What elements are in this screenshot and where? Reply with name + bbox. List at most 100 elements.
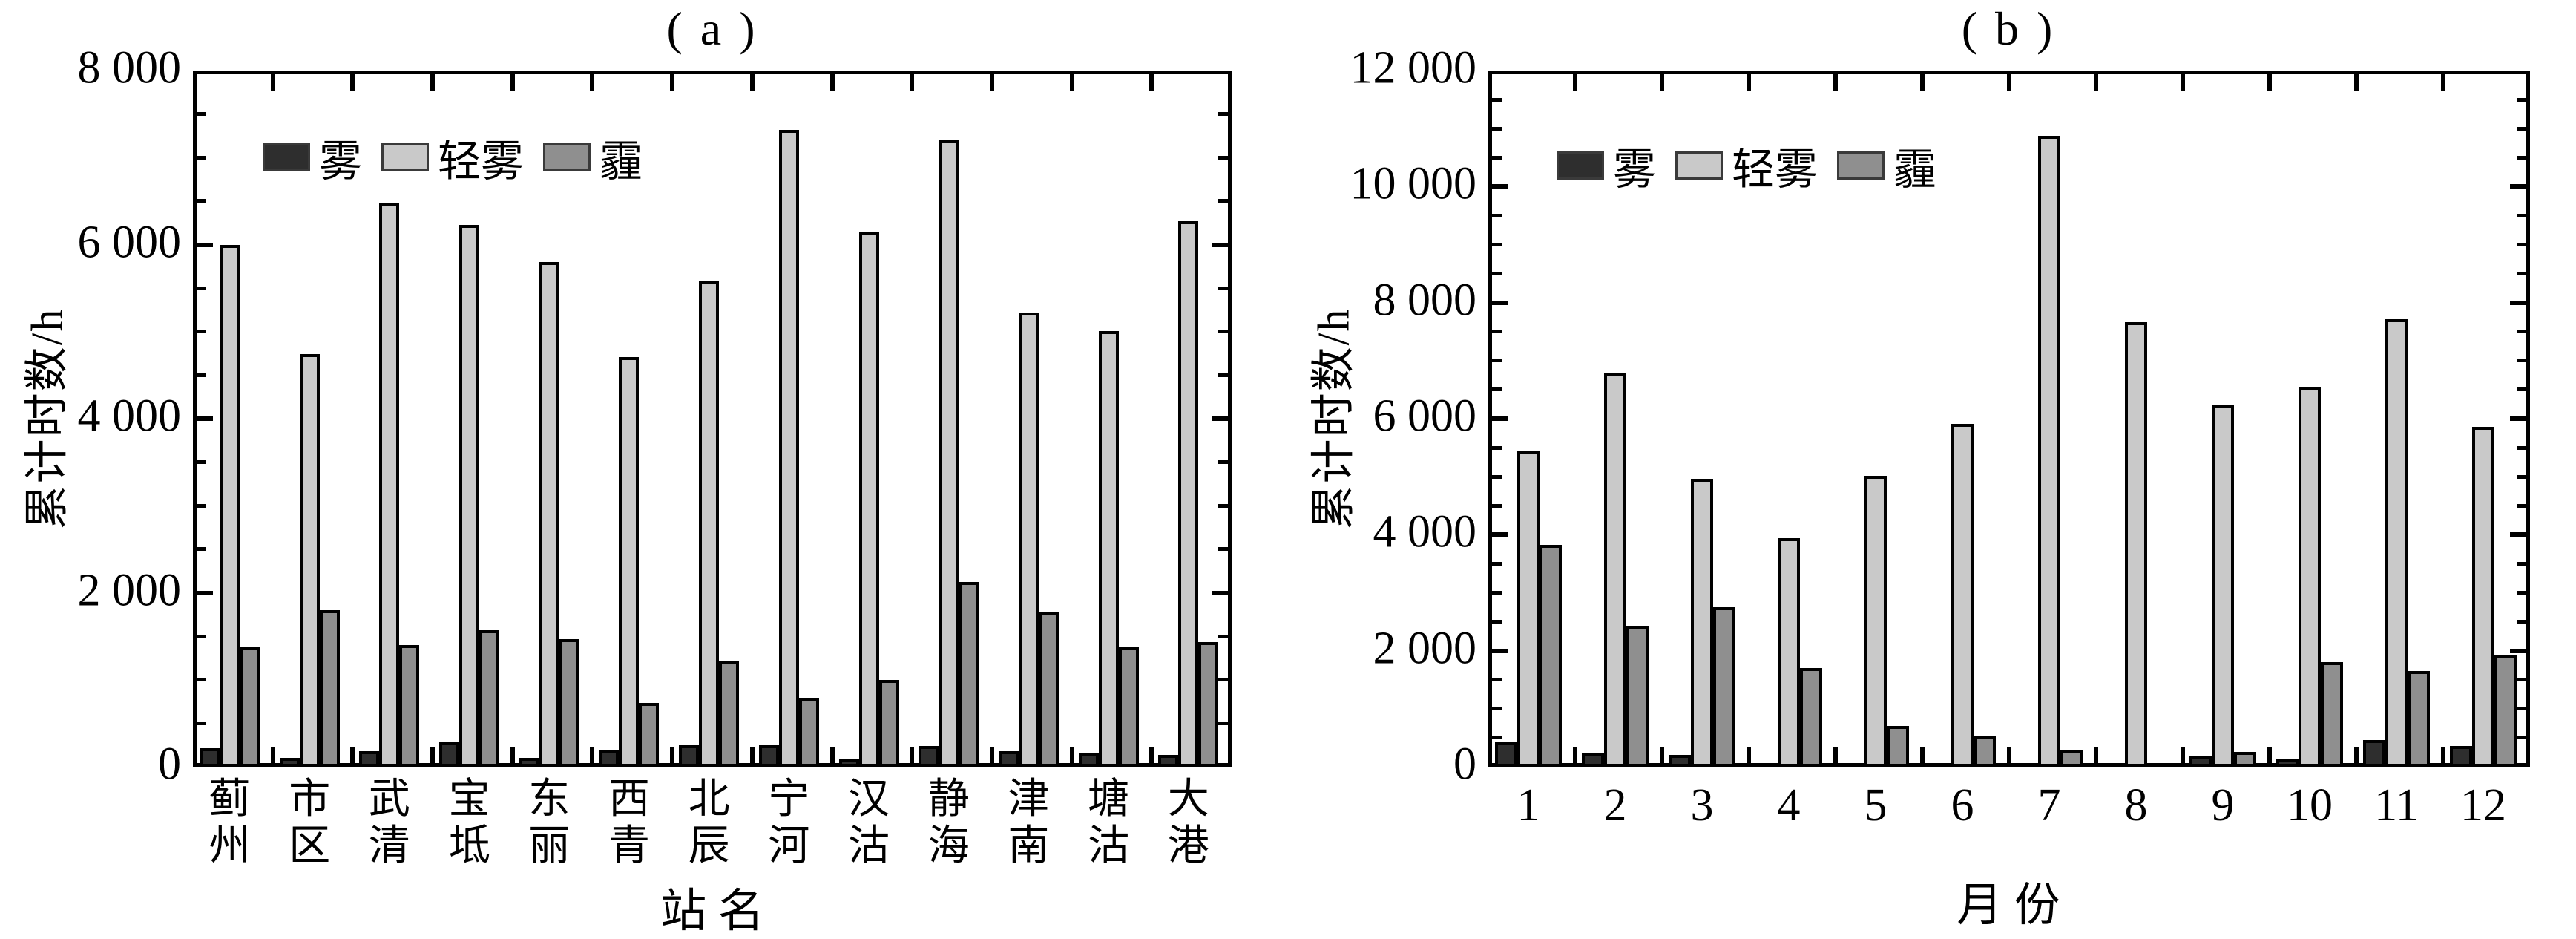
x-tick [910,747,915,763]
legend-swatch-雾 [1557,151,1604,180]
month-label-4: 4 [1777,780,1801,831]
y-tick-minor [197,460,206,465]
y-tick-minor [197,155,206,160]
y-tick-major [1492,416,1508,421]
station-label-津南: 津 南 [1008,776,1050,869]
bar-雾-2 [1582,753,1604,767]
bar-轻雾-4 [1778,538,1800,767]
month-label-6: 6 [1951,780,1974,831]
x-tick [2181,74,2185,91]
y-tick-minor [1492,155,1502,160]
station-label-西青: 西 青 [608,776,650,869]
station-label-蓟州: 蓟 州 [208,776,251,869]
bar-轻雾-7 [2038,135,2060,767]
y-tick-minor [1218,373,1228,377]
y-tick-label: 4 000 [77,390,182,442]
bar-轻雾-12 [2472,426,2494,767]
bar-雾-静海 [919,745,939,767]
y-tick-minor [197,634,206,638]
bar-轻雾-宁河 [778,129,799,767]
y-tick-label: 0 [1453,739,1476,790]
legend-item-霾: 霾 [543,126,662,189]
y-tick-minor [2517,387,2526,392]
y-tick-minor [1218,678,1228,682]
legend-item-轻雾: 轻雾 [1675,134,1837,197]
x-tick [829,747,835,763]
bar-霾-塘沽 [1118,647,1139,767]
bar-轻雾-2 [1604,373,1626,767]
y-tick-minor [1492,620,1502,624]
y-tick-minor [1492,359,1502,363]
bar-轻雾-市区 [299,354,320,767]
bar-轻雾-宝坻 [459,224,480,767]
month-label-7: 7 [2037,780,2061,831]
x-tick [2441,747,2445,763]
x-tick [1573,74,1577,91]
x-tick [2094,747,2098,763]
y-tick-minor [1492,591,1502,595]
bar-轻雾-西青 [619,356,640,767]
bar-霾-蓟州 [240,647,260,767]
y-tick-minor [1492,97,1502,102]
x-tick [670,74,675,91]
bar-霾-5 [1887,726,1909,767]
bar-霾-北辰 [719,661,740,767]
y-tick-minor [1492,474,1502,479]
bar-霾-东丽 [559,638,579,767]
x-tick [1747,74,1751,91]
station-label-东丽: 东 丽 [528,776,571,869]
y-tick-minor [2517,561,2526,566]
station-label-汉沽: 汉 沽 [848,776,890,869]
legend-item-雾: 雾 [263,126,381,189]
y-tick-minor [1492,707,1502,711]
station-label-北辰: 北 辰 [688,776,730,869]
bar-雾-蓟州 [200,748,220,767]
y-tick-label: 12 000 [1350,42,1477,94]
station-label-静海: 静 海 [927,776,970,869]
x-tick [2181,747,2185,763]
y-tick-label: 2 000 [77,565,182,616]
y-tick-minor [1218,155,1228,160]
x-tick [590,74,595,91]
bar-轻雾-津南 [1018,312,1039,767]
y-tick-minor [2517,503,2526,508]
month-label-2: 2 [1603,780,1627,831]
bar-轻雾-大港 [1178,220,1199,767]
x-tick [350,747,355,763]
legend-label-霾: 霾 [1893,145,1937,194]
panel-a-x-axis-title: 站 名 [660,886,764,937]
x-tick [1920,74,1925,91]
panel-b-title: ( b ) [1961,2,2056,55]
bar-雾-10 [2276,759,2299,767]
legend-item-雾: 雾 [1557,134,1675,197]
x-tick [1069,74,1074,91]
month-label-10: 10 [2287,780,2333,831]
x-tick [430,747,436,763]
bar-轻雾-东丽 [539,261,559,767]
station-label-宁河: 宁 河 [768,776,810,869]
y-tick-major [2510,648,2526,653]
y-tick-minor [2517,272,2526,276]
y-tick-label: 8 000 [1373,275,1477,326]
bar-霾-武清 [399,644,420,767]
y-tick-minor [197,721,206,725]
month-label-3: 3 [1690,780,1714,831]
bar-霾-大港 [1198,642,1219,767]
legend-swatch-霾 [543,143,591,171]
y-tick-minor [2517,126,2526,131]
x-tick [510,74,515,91]
bar-霾-汉沽 [878,679,899,767]
bar-轻雾-6 [1951,424,1974,767]
y-tick-minor [197,547,206,552]
y-tick-major [2510,532,2526,537]
x-tick [1069,747,1074,763]
bar-轻雾-1 [1517,450,1540,767]
y-tick-minor [197,286,206,290]
legend-swatch-雾 [263,143,310,171]
y-tick-label: 6 000 [77,217,182,268]
legend-label-霾: 霾 [599,137,643,186]
x-tick [2267,747,2272,763]
y-tick-major [197,242,213,247]
bar-雾-9 [2189,756,2212,767]
x-tick [270,74,275,91]
